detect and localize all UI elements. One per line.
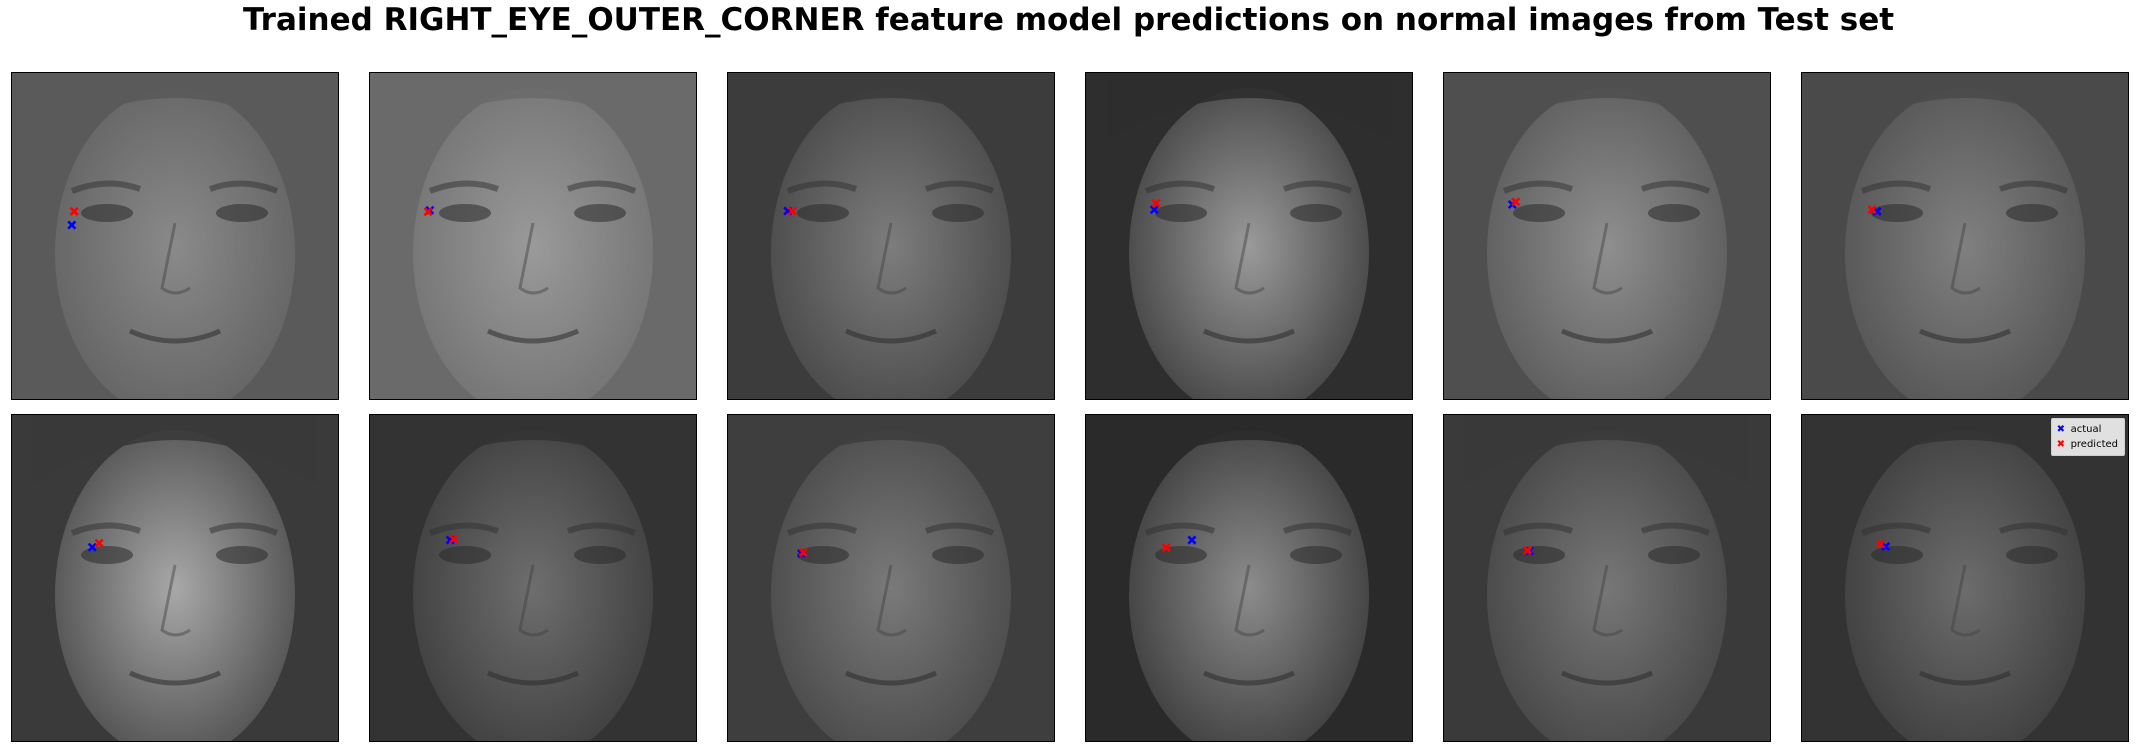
face-image — [12, 73, 338, 399]
face-panel-10 — [1085, 414, 1413, 742]
actual-marker — [1149, 205, 1159, 215]
legend-marker-predicted: ✖ — [2056, 439, 2065, 450]
actual-marker — [1881, 542, 1891, 552]
predicted-marker — [1523, 545, 1533, 555]
face-image — [728, 73, 1054, 399]
predicted-marker — [1151, 198, 1161, 208]
figure-title: Trained RIGHT_EYE_OUTER_CORNER feature m… — [242, 2, 1895, 38]
actual-marker — [87, 542, 97, 552]
predicted-marker — [787, 206, 797, 216]
face-image — [1086, 73, 1412, 399]
face-image — [370, 415, 696, 741]
actual-marker — [67, 220, 77, 230]
predicted-marker — [449, 534, 459, 544]
face-panel-4 — [1085, 72, 1413, 400]
face-panel-1 — [11, 72, 339, 400]
legend-marker-actual: ✖ — [2056, 424, 2065, 435]
legend-item-predicted: ✖ predicted — [2057, 437, 2118, 452]
predicted-marker — [1511, 197, 1521, 207]
face-panel-12: ✖ actual ✖ predicted — [1801, 414, 2129, 742]
face-panel-11 — [1443, 414, 1771, 742]
face-panel-5 — [1443, 72, 1771, 400]
face-image — [1444, 73, 1770, 399]
face-panel-9 — [727, 414, 1055, 742]
actual-marker — [1187, 535, 1197, 545]
legend: ✖ actual ✖ predicted — [2050, 418, 2125, 456]
predicted-marker — [69, 206, 79, 216]
legend-label-predicted: predicted — [2070, 439, 2118, 450]
face-panel-3 — [727, 72, 1055, 400]
face-panel-7 — [11, 414, 339, 742]
face-image — [728, 415, 1054, 741]
face-image — [12, 415, 338, 741]
face-panel-8 — [369, 414, 697, 742]
face-image — [1802, 73, 2128, 399]
face-image — [1086, 415, 1412, 741]
legend-label-actual: actual — [2070, 424, 2102, 435]
predicted-marker — [798, 547, 808, 557]
predicted-marker — [1161, 543, 1171, 553]
face-panel-2 — [369, 72, 697, 400]
predicted-marker — [1867, 205, 1877, 215]
predicted-marker — [423, 207, 433, 217]
face-panel-6 — [1801, 72, 2129, 400]
predicted-marker — [94, 538, 104, 548]
predicted-marker — [1876, 539, 1886, 549]
face-image — [1802, 415, 2128, 741]
face-image — [1444, 415, 1770, 741]
face-image — [370, 73, 696, 399]
legend-item-actual: ✖ actual — [2057, 422, 2118, 437]
